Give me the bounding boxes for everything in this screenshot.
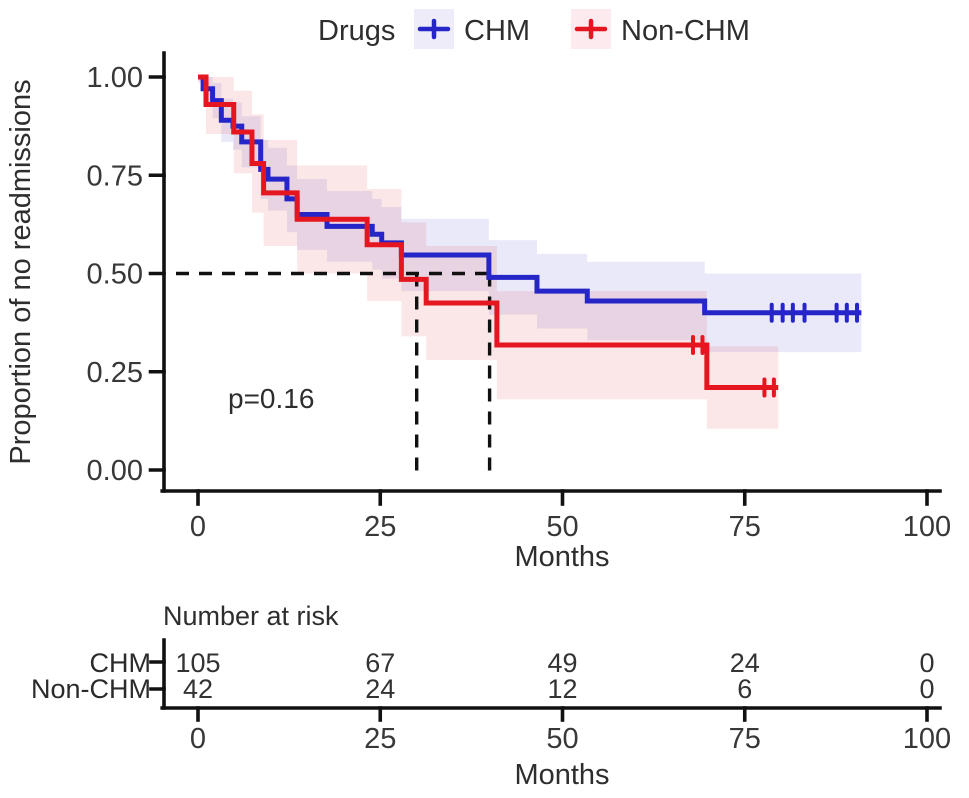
y-tick-label: 0.50 [87, 259, 143, 291]
risk-count-non-chm: 24 [365, 674, 395, 704]
risk-count-non-chm: 42 [183, 674, 213, 704]
risk-count-chm: 49 [547, 648, 577, 678]
y-axis-title: Proportion of no readmissions [5, 79, 37, 464]
risk-row-label-chm: CHM [90, 648, 152, 678]
risk-x-tick-label: 0 [190, 723, 206, 755]
x-tick-label: 50 [546, 511, 578, 543]
legend-key-chm [414, 9, 454, 49]
risk-count-chm: 105 [175, 648, 220, 678]
risk-count-chm: 24 [730, 648, 760, 678]
legend-label-nonchm: Non-CHM [621, 15, 750, 47]
x-tick-label: 100 [903, 511, 951, 543]
risk-count-non-chm: 12 [547, 674, 577, 704]
x-tick-label: 75 [729, 511, 761, 543]
median-dashed-lines-layer [176, 271, 492, 474]
x-tick-label: 0 [190, 511, 206, 543]
risk-table-title: Number at risk [163, 601, 339, 631]
legend-title: Drugs [318, 15, 395, 47]
risk-count-chm: 0 [919, 648, 934, 678]
y-tick-label: 0.75 [87, 160, 143, 192]
confidence-bands-layer [198, 77, 862, 429]
legend-key-nonchm [571, 9, 611, 49]
risk-x-tick-label: 75 [729, 723, 761, 755]
survival-curves-layer [198, 74, 862, 398]
km-curve-non-chm [198, 74, 779, 390]
risk-count-non-chm: 6 [737, 674, 752, 704]
risk-row-label-nonchm: Non-CHM [31, 674, 151, 704]
risk-x-tick-label: 100 [903, 723, 951, 755]
x-axis-title: Months [514, 541, 609, 573]
risk-count-non-chm: 0 [919, 674, 934, 704]
ci-band-chm [198, 77, 862, 353]
y-tick-label: 0.25 [87, 357, 143, 389]
y-tick-label: 0.00 [87, 455, 143, 487]
legend-key-nonchm-plus-icon [574, 18, 608, 40]
p-value-annotation: p=0.16 [228, 383, 314, 414]
risk-count-chm: 67 [365, 648, 395, 678]
y-tick-label: 1.00 [87, 62, 143, 94]
risk-x-tick-label: 50 [546, 723, 578, 755]
x-tick-label: 25 [364, 511, 396, 543]
risk-x-axis-title: Months [514, 759, 609, 791]
legend-key-chm-plus-icon [417, 18, 451, 40]
risk-table-layer: 105 67 49 24 042 24 12 6 00 25 50 75 100 [149, 638, 951, 755]
risk-x-tick-label: 25 [364, 723, 396, 755]
main-axes-layer: 0.00 0.25 0.50 0.75 1.00 0 25 50 75 100 [87, 51, 951, 543]
legend-label-chm: CHM [464, 15, 530, 47]
